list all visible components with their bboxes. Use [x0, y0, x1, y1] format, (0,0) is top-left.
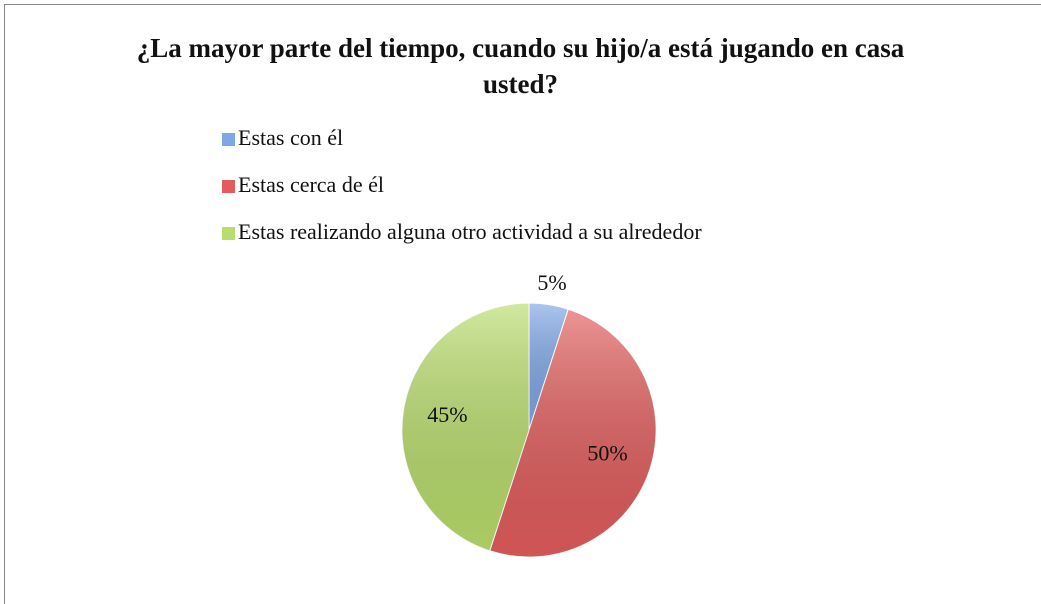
- legend-label: Estas cerca de él: [238, 172, 384, 197]
- chart-title: ¿La mayor parte del tiempo, cuando su hi…: [136, 33, 905, 99]
- data-label: 45%: [427, 402, 467, 427]
- legend-label: Estas realizando alguna otro actividad a…: [238, 219, 702, 244]
- legend-label: Estas con él: [238, 125, 343, 150]
- legend-swatch: [222, 133, 235, 146]
- chart-frame: [4, 4, 1041, 604]
- data-label: 50%: [587, 441, 627, 466]
- legend-swatch: [222, 180, 235, 193]
- data-label: 5%: [537, 270, 566, 295]
- legend-swatch: [222, 227, 235, 240]
